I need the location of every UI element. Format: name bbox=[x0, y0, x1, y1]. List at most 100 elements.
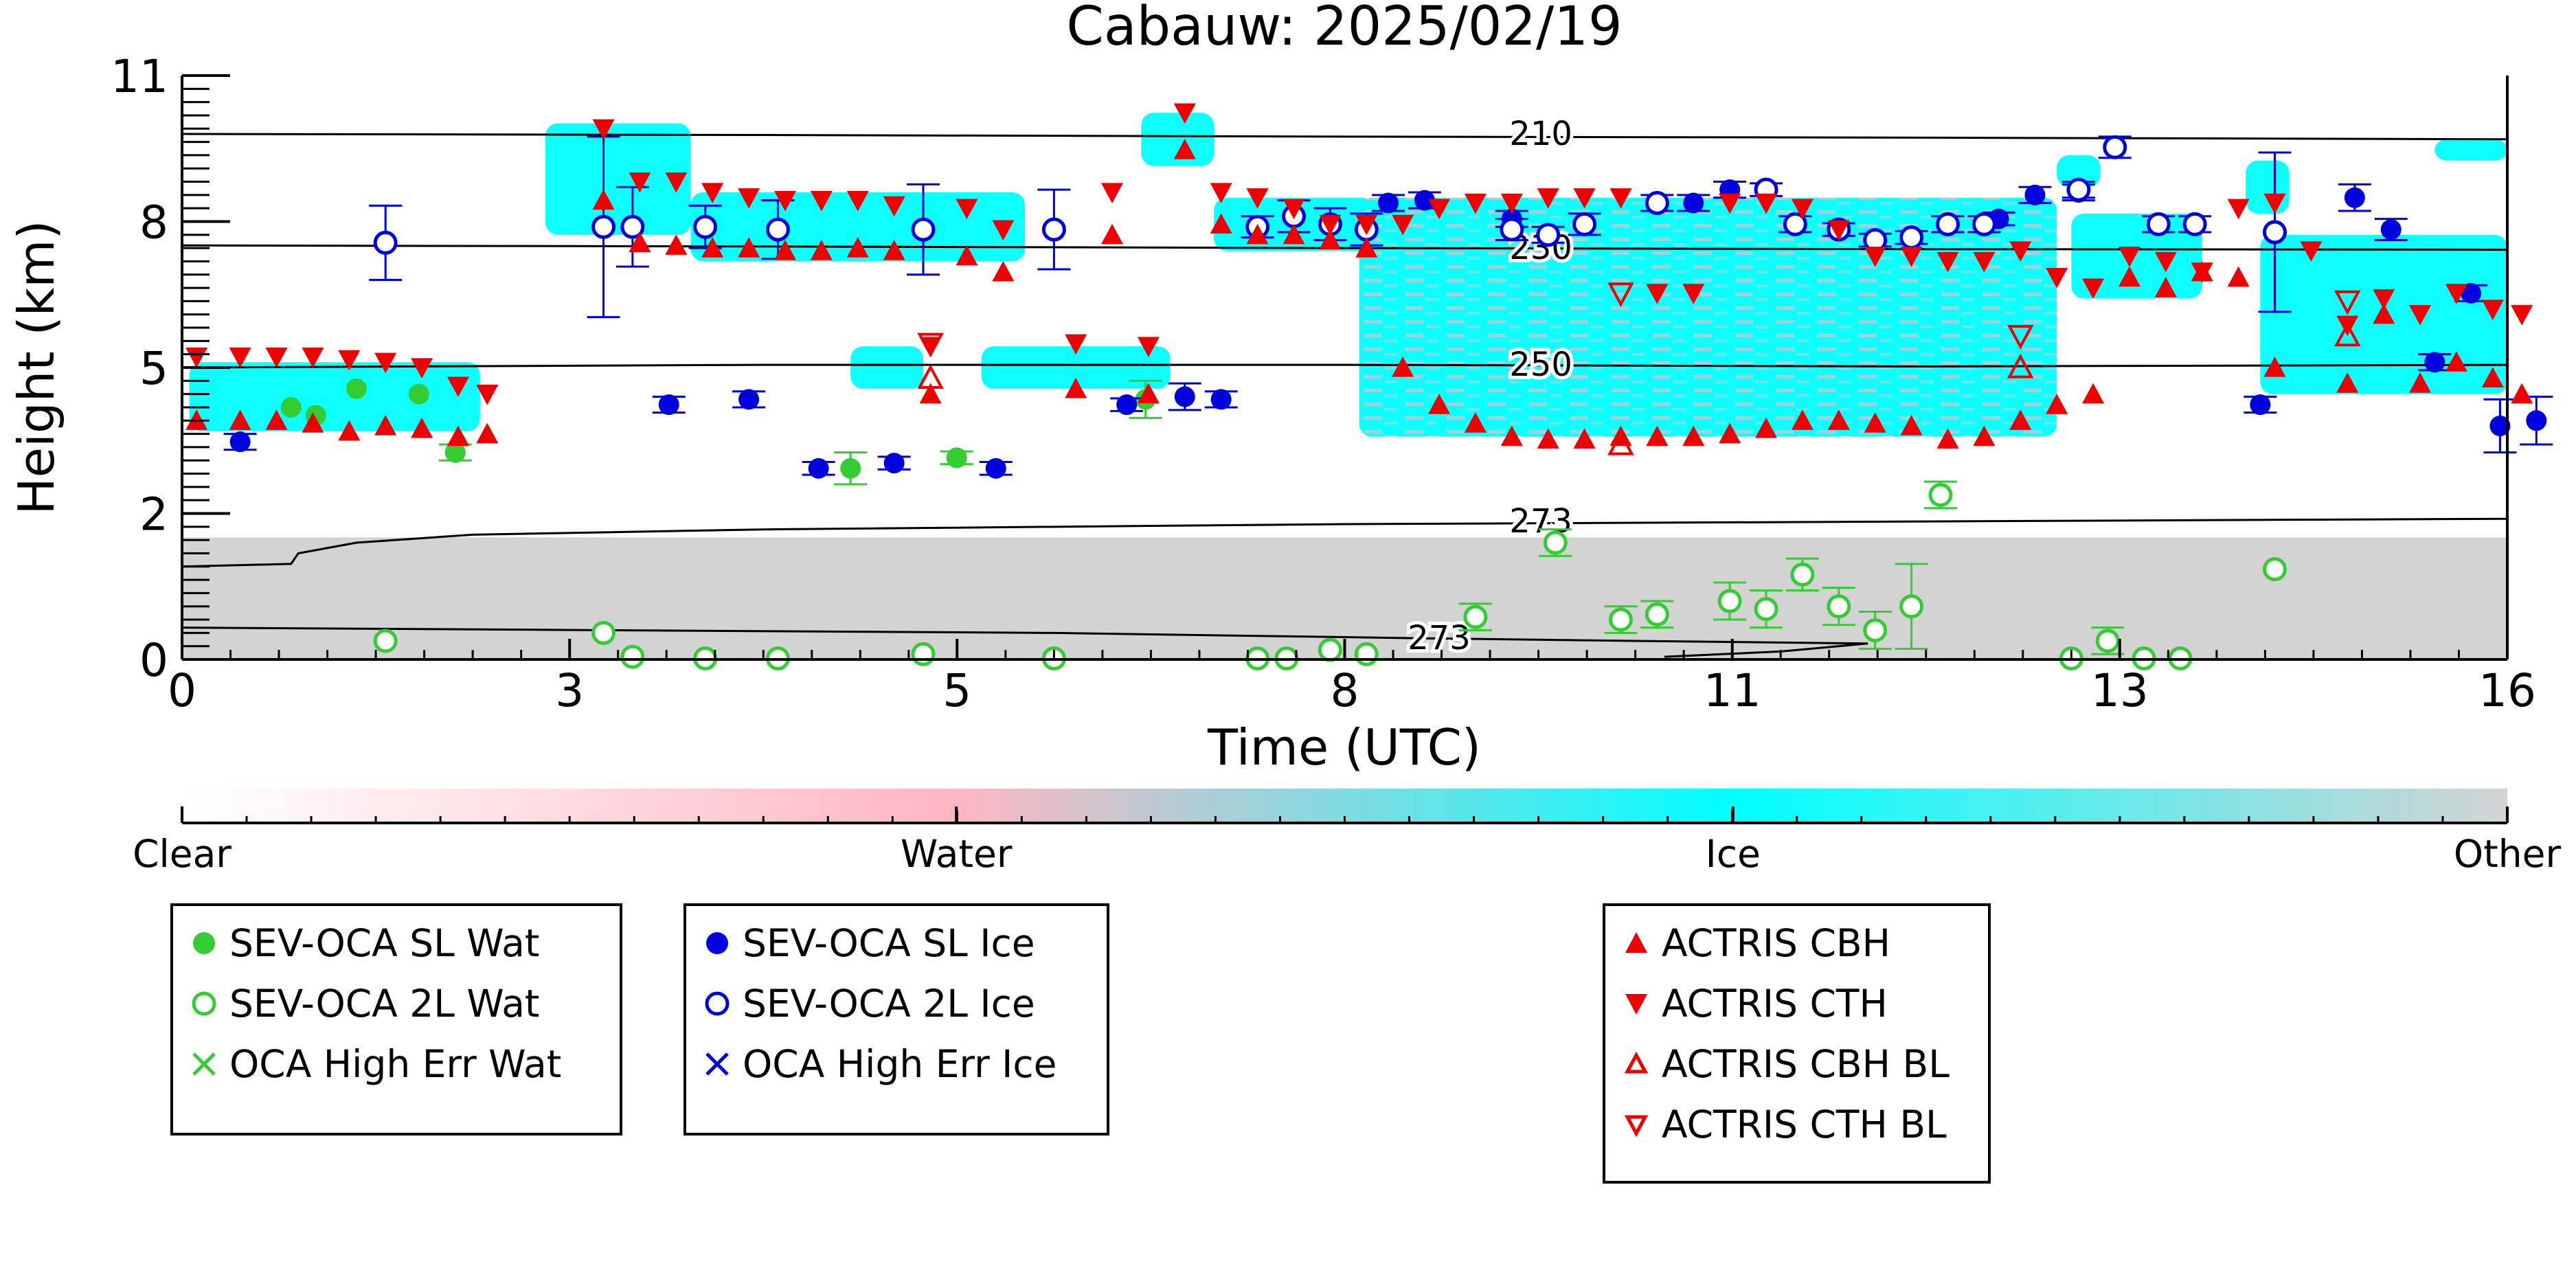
marker-point bbox=[1717, 589, 1742, 613]
marker-point bbox=[1645, 190, 1669, 215]
legend-entry-higherr-wat: OCA High Err Wat bbox=[187, 1037, 561, 1092]
marker-point bbox=[1210, 213, 1232, 234]
marker-point bbox=[265, 409, 288, 430]
ice-region bbox=[545, 123, 691, 235]
marker-point bbox=[1935, 212, 1960, 236]
marker-point bbox=[1609, 188, 1632, 209]
marker-point bbox=[411, 417, 433, 438]
marker-point bbox=[2461, 282, 2482, 304]
marker-point bbox=[1863, 618, 1888, 642]
marker-point bbox=[592, 189, 615, 210]
marker-point bbox=[1864, 412, 1886, 433]
marker-point bbox=[2334, 290, 2361, 315]
colorbar-tick-label: Other bbox=[2454, 832, 2562, 876]
marker-point bbox=[1137, 337, 1160, 358]
marker-point bbox=[1065, 377, 1087, 398]
marker-point bbox=[2009, 241, 2032, 262]
marker-point bbox=[2373, 289, 2395, 310]
marker-point bbox=[1319, 214, 1342, 236]
marker-point bbox=[1973, 425, 1996, 447]
legend-entry-cth: ACTRIS CTH bbox=[1619, 976, 1888, 1031]
marker-point bbox=[1608, 607, 1633, 632]
marker-point bbox=[773, 190, 796, 212]
marker-point bbox=[1864, 247, 1886, 267]
isotherm-line bbox=[182, 244, 2507, 251]
marker-point bbox=[1682, 284, 1705, 304]
marker-point bbox=[2263, 357, 2286, 377]
marker-point bbox=[408, 383, 429, 405]
marker-point bbox=[2250, 394, 2271, 416]
marker-point bbox=[1936, 251, 1959, 273]
marker-point bbox=[1101, 183, 1123, 203]
marker-point bbox=[1283, 223, 1305, 245]
marker-point bbox=[1210, 389, 1232, 410]
ice-region bbox=[2434, 139, 2507, 161]
marker-point bbox=[1971, 212, 1996, 236]
marker-point bbox=[2082, 278, 2105, 300]
marker-point bbox=[2082, 383, 2105, 404]
y-axis-label: Height (km) bbox=[8, 221, 65, 515]
marker-point bbox=[1377, 192, 1399, 214]
ice-region bbox=[2057, 155, 2101, 188]
marker-point bbox=[1900, 247, 1923, 267]
marker-point bbox=[1572, 212, 1597, 236]
x-tick-label: 5 bbox=[942, 664, 971, 717]
marker-point bbox=[1755, 417, 1778, 438]
marker-point bbox=[1607, 282, 1634, 308]
marker-point bbox=[302, 412, 324, 433]
triangle-down-outline-icon bbox=[1624, 1115, 1649, 1138]
triangle-up-icon bbox=[1625, 932, 1647, 953]
marker-point bbox=[2481, 367, 2504, 388]
marker-point bbox=[2227, 266, 2250, 287]
marker-point bbox=[444, 442, 466, 463]
marker-point bbox=[2380, 219, 2402, 240]
marker-point bbox=[2146, 212, 2171, 236]
y-tick-label: 8 bbox=[139, 196, 168, 249]
marker-point bbox=[1537, 188, 1559, 209]
marker-point bbox=[1791, 409, 1814, 430]
marker-point bbox=[1573, 188, 1596, 209]
legend-water: SEV-OCA SL Wat SEV-OCA 2L Wat OCA High E… bbox=[170, 903, 622, 1136]
x-mark-icon bbox=[705, 1052, 729, 1076]
colorbar: Clear Water Ice Other bbox=[133, 789, 2561, 876]
marker-point bbox=[1319, 229, 1342, 250]
marker-point bbox=[738, 237, 760, 258]
marker-point bbox=[229, 409, 251, 430]
marker-point bbox=[1899, 594, 1924, 619]
legend-actris: ACTRIS CBH ACTRIS CTH ACTRIS CBH BL ACTR… bbox=[1603, 903, 1991, 1184]
marker-point bbox=[1783, 212, 1807, 236]
legend-label: OCA High Err Wat bbox=[229, 1042, 562, 1086]
marker-point bbox=[1645, 602, 1669, 626]
marker-point bbox=[883, 453, 905, 474]
marker-point bbox=[1899, 225, 1924, 250]
marker-point bbox=[883, 196, 905, 217]
marker-point bbox=[1392, 214, 1414, 236]
legend-label: SEV-OCA SL Wat bbox=[229, 921, 540, 965]
marker-point bbox=[1719, 193, 1741, 214]
marker-point bbox=[1928, 482, 1953, 507]
marker-point bbox=[2046, 268, 2068, 289]
marker-point bbox=[1791, 199, 1814, 220]
marker-point bbox=[1392, 357, 1414, 377]
x-tick-label: 0 bbox=[168, 664, 196, 717]
marker-point bbox=[1973, 251, 1996, 273]
legend-entry-cbh: ACTRIS CBH bbox=[1619, 916, 1890, 971]
isotherm-label: 273 bbox=[1408, 619, 1471, 657]
colorbar-tick-label: Ice bbox=[1706, 832, 1761, 876]
marker-point bbox=[1246, 223, 1269, 245]
marker-point bbox=[773, 240, 796, 260]
marker-point bbox=[665, 234, 688, 255]
marker-point bbox=[346, 378, 367, 399]
legend-entry-2l-ice: SEV-OCA 2L Ice bbox=[700, 976, 1035, 1031]
marker-point bbox=[956, 199, 978, 220]
marker-point bbox=[2424, 352, 2445, 373]
marker-point bbox=[2263, 220, 2287, 245]
marker-point bbox=[1246, 188, 1269, 209]
marker-point bbox=[1646, 284, 1669, 304]
y-tick-label: 5 bbox=[139, 342, 168, 395]
marker-point bbox=[956, 245, 978, 266]
marker-point bbox=[592, 119, 615, 140]
marker-point bbox=[1827, 409, 1850, 430]
marker-point bbox=[302, 347, 324, 368]
marker-point bbox=[2481, 300, 2504, 320]
